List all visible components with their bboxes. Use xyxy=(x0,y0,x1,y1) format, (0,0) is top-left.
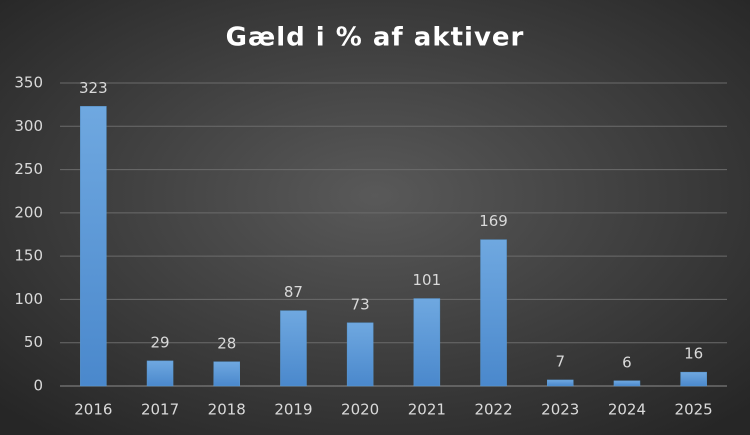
chart-title: Gæld i % af aktiver xyxy=(226,23,525,53)
x-tick-label: 2021 xyxy=(408,401,446,419)
data-label: 87 xyxy=(284,283,303,301)
data-label: 29 xyxy=(151,333,170,351)
bar xyxy=(280,310,307,387)
x-tick-label: 2019 xyxy=(274,401,312,419)
data-label: 6 xyxy=(622,353,632,371)
data-label: 323 xyxy=(79,79,108,97)
y-tick-label: 50 xyxy=(24,333,43,351)
y-tick-label: 150 xyxy=(14,247,43,265)
x-tick-label: 2025 xyxy=(675,401,713,419)
data-label: 101 xyxy=(413,271,442,289)
x-tick-label: 2017 xyxy=(141,401,179,419)
bar xyxy=(146,360,174,387)
data-label: 28 xyxy=(217,334,236,352)
x-tick-label: 2020 xyxy=(341,401,379,419)
x-tick-label: 2016 xyxy=(74,401,112,419)
bar xyxy=(680,371,707,387)
x-tick-label: 2023 xyxy=(541,401,579,419)
data-label: 16 xyxy=(684,345,703,363)
bar xyxy=(413,298,441,387)
y-tick-label: 200 xyxy=(14,203,43,221)
bar xyxy=(547,379,574,387)
y-tick-label: 0 xyxy=(33,377,43,395)
y-tick-label: 300 xyxy=(14,117,43,135)
bar xyxy=(346,322,374,387)
data-label: 169 xyxy=(479,212,508,230)
data-label: 7 xyxy=(555,352,565,370)
data-label: 73 xyxy=(351,295,370,313)
bar xyxy=(80,106,107,387)
x-tick-label: 2018 xyxy=(208,401,246,419)
y-tick-label: 100 xyxy=(14,290,43,308)
bar xyxy=(480,239,507,387)
bar xyxy=(213,361,240,387)
y-tick-label: 250 xyxy=(14,160,43,178)
bar xyxy=(613,380,641,387)
y-tick-label: 350 xyxy=(14,74,43,92)
x-tick-label: 2022 xyxy=(474,401,512,419)
x-tick-label: 2024 xyxy=(608,401,646,419)
